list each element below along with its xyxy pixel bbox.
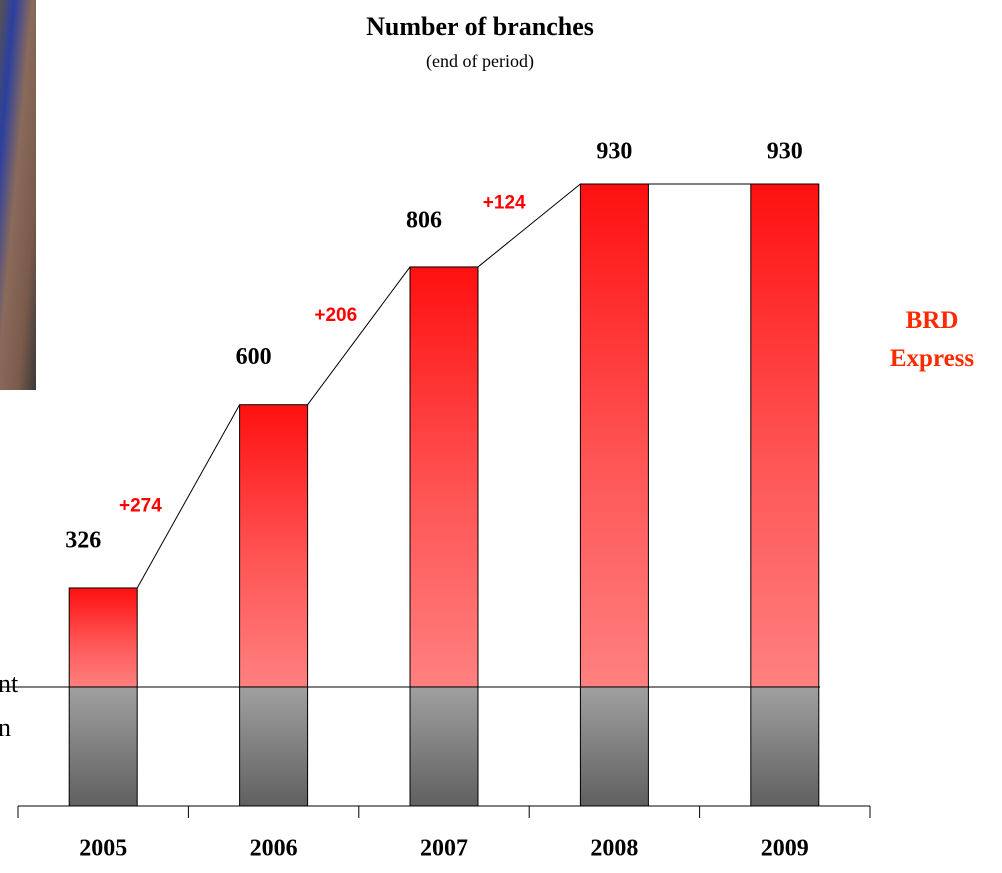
increment-label: +124 — [483, 192, 526, 213]
x-tick-label: 2007 — [420, 836, 468, 862]
bar-segment — [580, 687, 648, 806]
chart: Number of branches (end of period) nt n … — [0, 0, 1002, 873]
x-tick-label: 2006 — [250, 836, 298, 862]
total-label: 806 — [406, 207, 442, 233]
legend-entry: BRD Express — [862, 302, 1002, 378]
bar-segment — [69, 588, 137, 687]
bar-segment — [240, 405, 308, 687]
bar-segment — [410, 267, 478, 687]
chart-title: Number of branches — [366, 12, 594, 41]
x-tick-label: 2008 — [590, 836, 638, 862]
x-tick-label: 2009 — [761, 836, 809, 862]
bar-segment — [410, 687, 478, 806]
total-label: 930 — [767, 139, 803, 165]
left-label: n — [0, 713, 11, 742]
chart-subtitle: (end of period) — [426, 51, 534, 72]
bar-segment — [240, 687, 308, 806]
bar-segment — [580, 184, 648, 687]
photo — [0, 0, 36, 390]
total-label: 326 — [65, 527, 101, 553]
bar-segment — [751, 184, 819, 687]
total-label: 600 — [236, 344, 272, 370]
increment-label: +274 — [119, 495, 162, 516]
total-label: 930 — [596, 139, 632, 165]
connector — [308, 267, 410, 405]
page: Number of branches (end of period) nt n … — [0, 0, 1002, 873]
left-label: nt — [0, 669, 19, 698]
x-tick-label: 2005 — [79, 836, 127, 862]
bar-segment — [751, 687, 819, 806]
increment-label: +206 — [314, 305, 357, 326]
bar-segment — [69, 687, 137, 806]
